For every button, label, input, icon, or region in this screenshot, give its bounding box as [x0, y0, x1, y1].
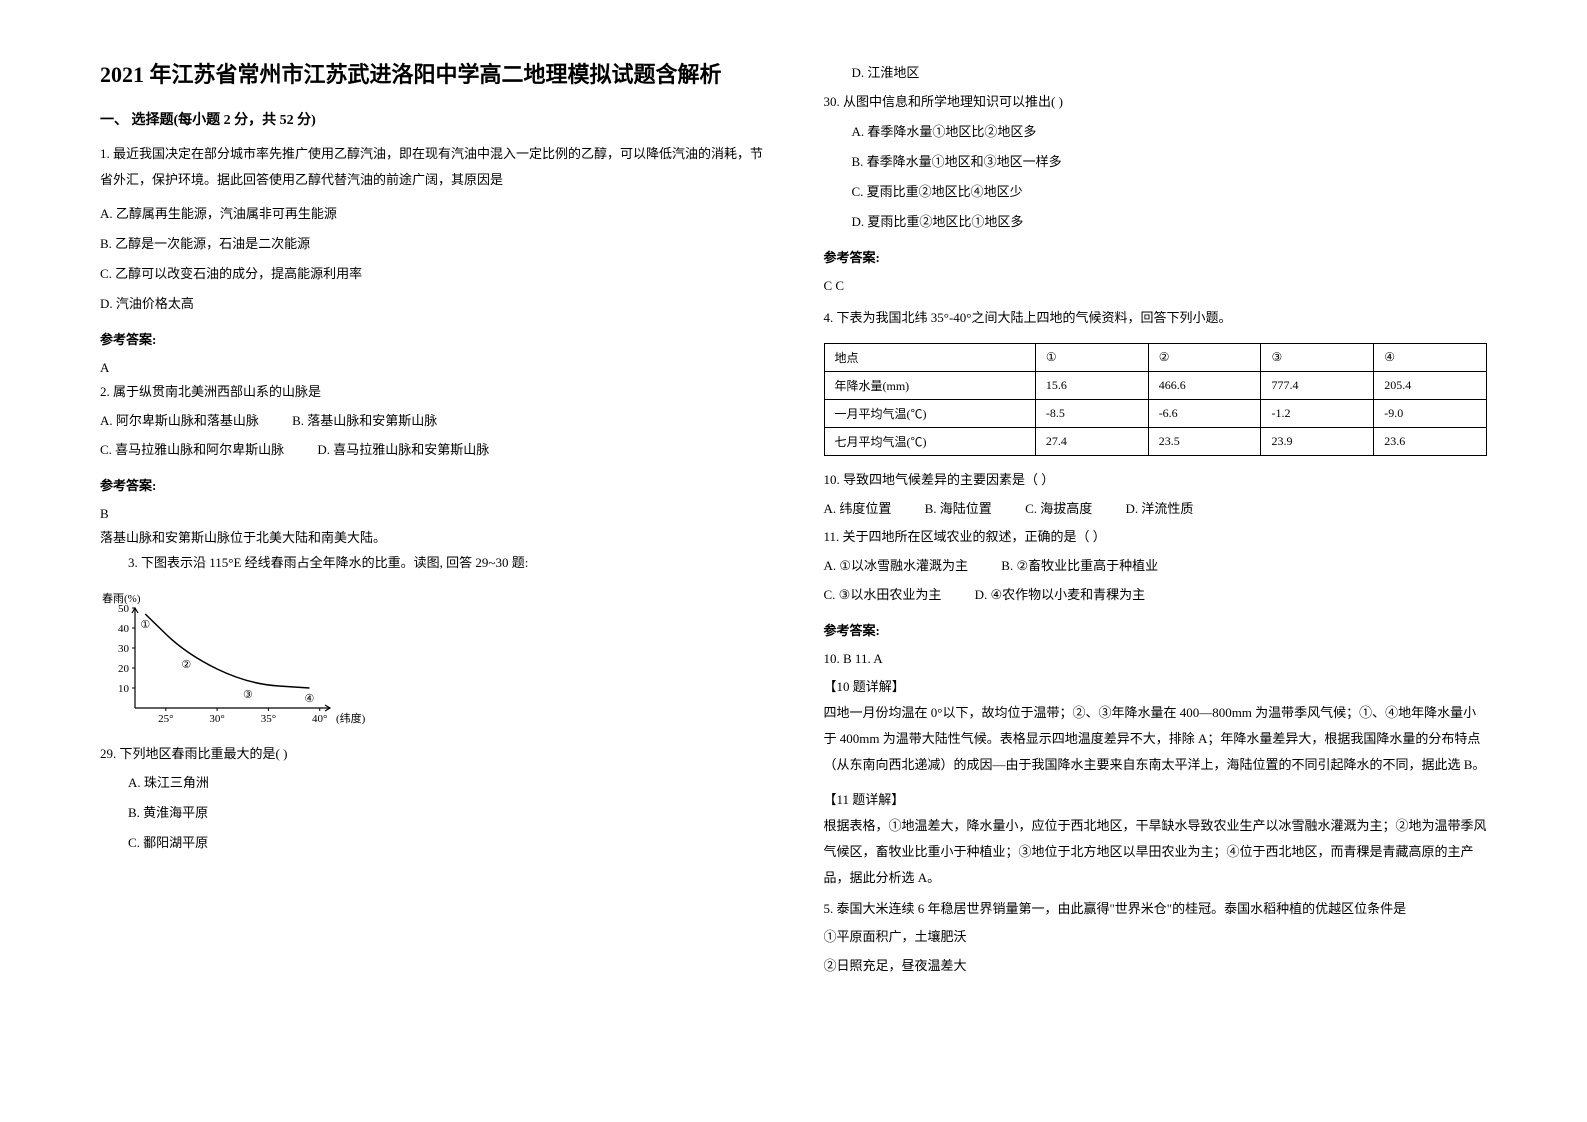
svg-text:30°: 30°	[209, 713, 224, 725]
svg-text:10: 10	[118, 683, 130, 695]
table-header-site: ①	[1035, 344, 1148, 372]
q10-option-d: D. 洋流性质	[1125, 497, 1193, 522]
svg-text:50: 50	[118, 603, 130, 615]
table-cell: 15.6	[1035, 372, 1148, 400]
table-cell: 一月平均气温(℃)	[824, 400, 1035, 428]
table-header-label: 地点	[824, 344, 1035, 372]
q1-answer: A	[100, 356, 764, 381]
q10-option-c: C. 海拔高度	[1025, 497, 1092, 522]
q11-answer-label: 参考答案:	[824, 620, 1488, 639]
q4-stem: 4. 下表为我国北纬 35°-40°之间大陆上四地的气候资料，回答下列小题。	[824, 306, 1488, 331]
table-cell: 466.6	[1148, 372, 1261, 400]
q1-stem: 1. 最近我国决定在部分城市率先推广使用乙醇汽油，即在现有汽油中混入一定比例的乙…	[100, 141, 764, 193]
q5-line2: ②日照充足，昼夜温差大	[824, 954, 1488, 979]
q30-option-b: B. 春季降水量①地区和③地区一样多	[824, 149, 1488, 175]
table-row: 年降水量(mm)15.6466.6777.4205.4	[824, 372, 1487, 400]
q11-option-b: B. ②畜牧业比重高于种植业	[1001, 554, 1158, 579]
q11-option-d: D. ④农作物以小麦和青稞为主	[975, 583, 1146, 608]
table-row: 一月平均气温(℃)-8.5-6.6-1.2-9.0	[824, 400, 1487, 428]
table-cell: 27.4	[1035, 428, 1148, 456]
svg-text:25°: 25°	[158, 713, 173, 725]
table-cell: 年降水量(mm)	[824, 372, 1035, 400]
svg-text:40: 40	[118, 623, 130, 635]
q30-stem: 30. 从图中信息和所学地理知识可以推出( )	[824, 90, 1488, 115]
q1-option-d: D. 汽油价格太高	[100, 291, 764, 317]
q2-answer-label: 参考答案:	[100, 475, 764, 494]
q2-explain: 落基山脉和安第斯山脉位于北美大陆和南美大陆。	[100, 526, 764, 551]
climate-table: 地点①②③④年降水量(mm)15.6466.6777.4205.4一月平均气温(…	[824, 343, 1488, 456]
q29-option-a: A. 珠江三角洲	[100, 770, 764, 796]
explain11-text: 根据表格，①地温差大，降水量小，应位于西北地区，干旱缺水导致农业生产以冰雪融水灌…	[824, 813, 1488, 891]
q2-option-d: D. 喜马拉雅山脉和安第斯山脉	[317, 438, 489, 463]
q10-stem: 10. 导致四地气候差异的主要因素是（ ）	[824, 468, 1488, 493]
table-cell: -9.0	[1374, 400, 1487, 428]
left-column: 2021 年江苏省常州市江苏武进洛阳中学高二地理模拟试题含解析 一、 选择题(每…	[100, 60, 764, 1062]
q29-option-d: D. 江淮地区	[824, 60, 1488, 86]
table-header-site: ②	[1148, 344, 1261, 372]
svg-text:35°: 35°	[261, 713, 276, 725]
q30-answer-label: 参考答案:	[824, 247, 1488, 266]
q1-option-b: B. 乙醇是一次能源，石油是二次能源	[100, 231, 764, 257]
table-header-site: ④	[1374, 344, 1487, 372]
q11-option-c: C. ③以水田农业为主	[824, 583, 942, 608]
q11-stem: 11. 关于四地所在区域农业的叙述，正确的是（ ）	[824, 525, 1488, 550]
q30-option-d: D. 夏雨比重②地区比①地区多	[824, 209, 1488, 235]
q11-answer: 10. B 11. A	[824, 647, 1488, 672]
q10-option-b: B. 海陆位置	[925, 497, 992, 522]
table-header-site: ③	[1261, 344, 1374, 372]
svg-text:20: 20	[118, 663, 130, 675]
q10-options: A. 纬度位置 B. 海陆位置 C. 海拔高度 D. 洋流性质	[824, 497, 1488, 522]
q2-option-a: A. 阿尔卑斯山脉和落基山脉	[100, 409, 259, 434]
section-heading: 一、 选择题(每小题 2 分，共 52 分)	[100, 109, 764, 129]
q1-option-a: A. 乙醇属再生能源，汽油属非可再生能源	[100, 201, 764, 227]
svg-text:30: 30	[118, 643, 130, 655]
table-cell: 205.4	[1374, 372, 1487, 400]
svg-text:(纬度): (纬度)	[336, 711, 366, 725]
table-cell: 23.5	[1148, 428, 1261, 456]
explain11-label: 【11 题详解】	[824, 788, 1488, 813]
table-cell: 23.9	[1261, 428, 1374, 456]
q5-stem: 5. 泰国大米连续 6 年稳居世界销量第一，由此赢得"世界米仓"的桂冠。泰国水稻…	[824, 897, 1488, 922]
svg-text:②: ②	[181, 659, 191, 671]
svg-text:④: ④	[305, 693, 315, 705]
q29-option-b: B. 黄淮海平原	[100, 800, 764, 826]
table-row: 七月平均气温(℃)27.423.523.923.6	[824, 428, 1487, 456]
table-cell: 七月平均气温(℃)	[824, 428, 1035, 456]
spring-rain-chart: 春雨(%)102030405025°30°35°40°(纬度)①②③④	[100, 590, 764, 734]
table-cell: 777.4	[1261, 372, 1374, 400]
q10-option-a: A. 纬度位置	[824, 497, 892, 522]
explain10-label: 【10 题详解】	[824, 675, 1488, 700]
q30-option-c: C. 夏雨比重②地区比④地区少	[824, 179, 1488, 205]
svg-text:③: ③	[243, 689, 253, 701]
svg-text:①: ①	[140, 619, 150, 631]
table-cell: 23.6	[1374, 428, 1487, 456]
q1-option-c: C. 乙醇可以改变石油的成分，提高能源利用率	[100, 261, 764, 287]
q29-option-c: C. 鄱阳湖平原	[100, 830, 764, 856]
table-cell: -1.2	[1261, 400, 1374, 428]
q30-option-a: A. 春季降水量①地区比②地区多	[824, 119, 1488, 145]
q11-option-a: A. ①以冰雪融水灌溉为主	[824, 554, 969, 579]
q11-options-row1: A. ①以冰雪融水灌溉为主 B. ②畜牧业比重高于种植业	[824, 554, 1488, 579]
table-cell: -6.6	[1148, 400, 1261, 428]
svg-text:40°: 40°	[312, 713, 327, 725]
q1-answer-label: 参考答案:	[100, 329, 764, 348]
q2-options-row2: C. 喜马拉雅山脉和阿尔卑斯山脉 D. 喜马拉雅山脉和安第斯山脉	[100, 438, 764, 463]
explain10-text: 四地一月份均温在 0°以下，故均位于温带；②、③年降水量在 400—800mm …	[824, 700, 1488, 778]
q11-options-row2: C. ③以水田农业为主 D. ④农作物以小麦和青稞为主	[824, 583, 1488, 608]
chart-svg: 春雨(%)102030405025°30°35°40°(纬度)①②③④	[100, 590, 380, 730]
q2-stem: 2. 属于纵贯南北美洲西部山系的山脉是	[100, 380, 764, 405]
q30-answer: C C	[824, 274, 1488, 299]
right-column: D. 江淮地区 30. 从图中信息和所学地理知识可以推出( ) A. 春季降水量…	[824, 60, 1488, 1062]
table-cell: -8.5	[1035, 400, 1148, 428]
q2-option-b: B. 落基山脉和安第斯山脉	[292, 409, 437, 434]
q2-options-row1: A. 阿尔卑斯山脉和落基山脉 B. 落基山脉和安第斯山脉	[100, 409, 764, 434]
q3-stem: 3. 下图表示沿 115°E 经线春雨占全年降水的比重。读图, 回答 29~30…	[100, 551, 764, 576]
q2-option-c: C. 喜马拉雅山脉和阿尔卑斯山脉	[100, 438, 284, 463]
q5-line1: ①平原面积广，土壤肥沃	[824, 925, 1488, 950]
q29-stem: 29. 下列地区春雨比重最大的是( )	[100, 742, 764, 767]
q2-answer: B	[100, 502, 764, 527]
page-title: 2021 年江苏省常州市江苏武进洛阳中学高二地理模拟试题含解析	[100, 60, 764, 91]
